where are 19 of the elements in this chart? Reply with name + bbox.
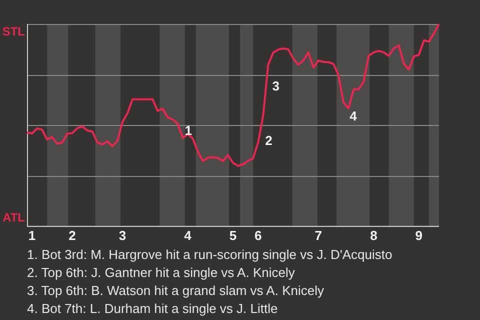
text: 3. Top 6th: B. Watson hit a grand slam vs A. Knicely — [27, 282, 325, 300]
annotation: 1 — [184, 122, 192, 138]
x-tick-label: 6 — [254, 228, 262, 243]
x-tick-label: 4 — [184, 228, 192, 243]
x-tick-label: 1 — [28, 228, 36, 243]
text: 4. Bot 7th: L. Durham hit a single vs J. Little — [27, 300, 279, 318]
annotation: 4 — [350, 108, 358, 124]
text: 1. Bot 3rd: M. Hargrove hit a run-scoring single vs J. D'Acquisto — [27, 246, 394, 264]
x-tick-label: 8 — [370, 228, 378, 243]
x-tick-label: 7 — [314, 228, 322, 243]
x-tick-label: 5 — [229, 228, 237, 243]
text: STL — [2, 24, 25, 38]
x-tick-label: 3 — [118, 228, 126, 243]
x-tick-label: 9 — [415, 228, 423, 243]
annotation: 3 — [272, 78, 280, 94]
text: 2. Top 6th: J. Gantner hit a single vs A. Knicely — [27, 264, 296, 282]
x-tick-label: 2 — [68, 228, 76, 243]
annotation: 2 — [265, 132, 272, 148]
text: ATL — [2, 210, 25, 225]
